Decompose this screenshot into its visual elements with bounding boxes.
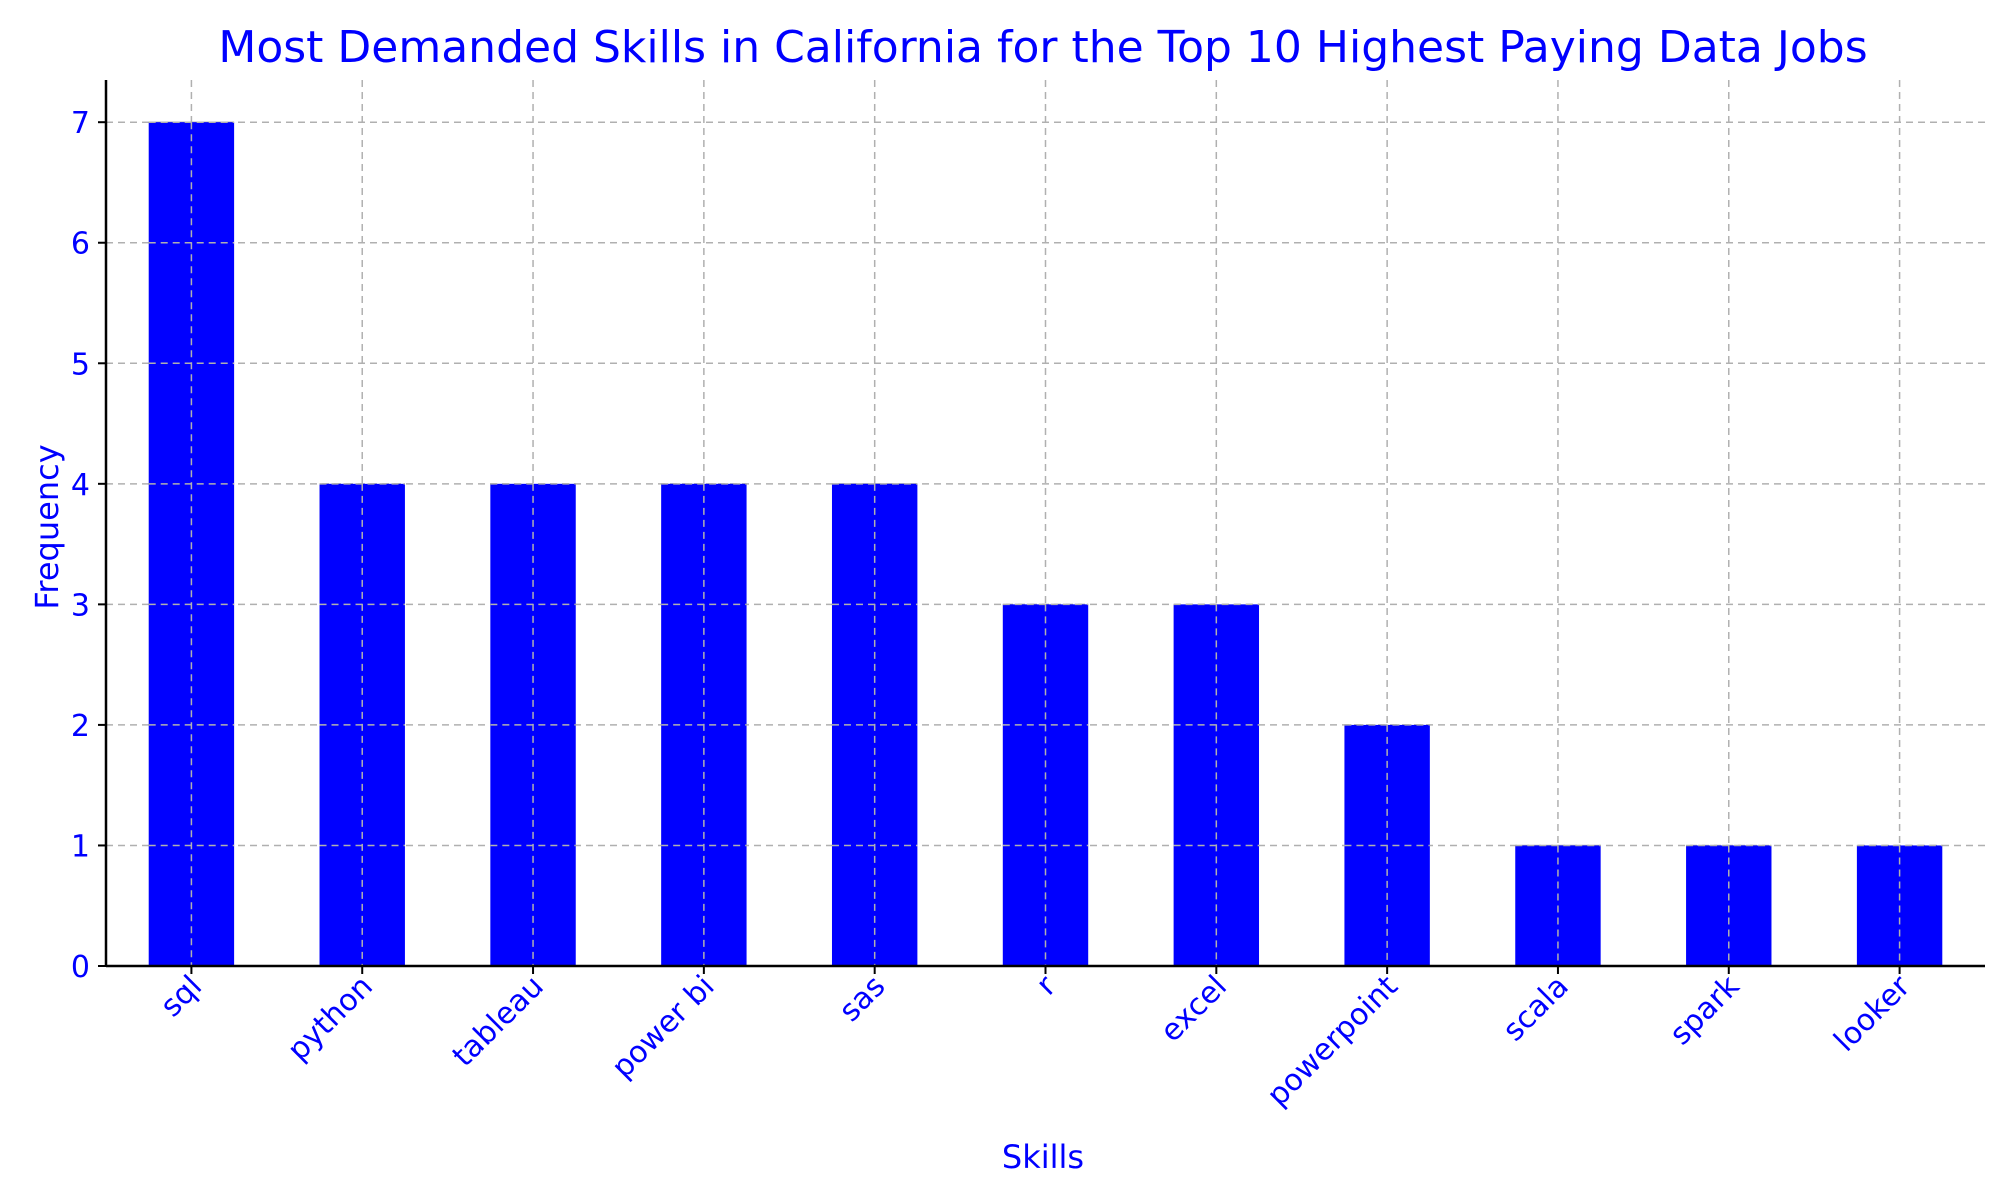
axes xyxy=(98,80,1985,974)
x-tick-label: r xyxy=(1030,968,1064,1002)
x-tick-label: spark xyxy=(1663,968,1747,1052)
x-tick-label: excel xyxy=(1154,969,1234,1049)
y-tick-label: 6 xyxy=(71,227,90,262)
y-tick-label: 1 xyxy=(71,829,90,864)
x-tick-labels: sql python tableau power bi sas r excel powerpo… xyxy=(154,968,1918,1113)
x-tick-label: power bi xyxy=(605,969,721,1085)
chart-title: Most Demanded Skills in California for t… xyxy=(218,22,1867,73)
x-tick-label: scala xyxy=(1496,969,1575,1048)
x-tick-label: sql xyxy=(154,969,209,1024)
x-tick-label: tableau xyxy=(446,969,551,1074)
bars xyxy=(148,121,1943,966)
y-tick-label: 3 xyxy=(71,588,90,623)
y-tick-label: 0 xyxy=(71,950,90,985)
y-tick-label: 5 xyxy=(71,347,90,382)
x-tick-label: looker xyxy=(1827,968,1917,1058)
y-tick-label: 7 xyxy=(71,106,90,141)
x-tick-label: python xyxy=(281,969,380,1068)
y-tick-label: 4 xyxy=(71,468,90,503)
x-tick-label: powerpoint xyxy=(1260,969,1405,1114)
y-tick-label: 2 xyxy=(71,709,90,744)
x-tick-label: sas xyxy=(832,969,892,1029)
y-axis-label: Frequency xyxy=(28,444,66,609)
x-axis-label: Skills xyxy=(1002,1138,1084,1176)
y-tick-labels: 0 1 2 3 4 5 6 7 xyxy=(71,106,90,985)
